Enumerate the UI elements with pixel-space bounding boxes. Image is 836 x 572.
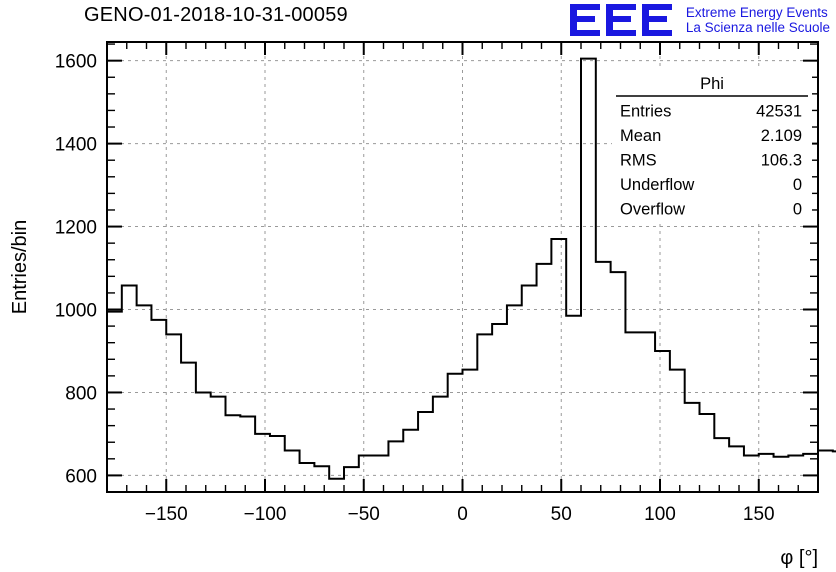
eee-logo-line1: Extreme Energy Events	[685, 4, 828, 20]
x-axis-tick-label: 150	[743, 504, 775, 525]
stats-row-value: 2.109	[761, 127, 802, 145]
eee-logo-mark-icon	[569, 4, 672, 36]
stats-row-value: 0	[793, 176, 802, 194]
eee-logo-line2: La Scienza nelle Scuole	[685, 20, 830, 35]
x-axis-tick-label: −100	[244, 504, 287, 525]
x-axis-tick-label: −150	[145, 504, 188, 525]
x-axis-tick-label: −50	[348, 504, 380, 525]
x-axis-tick-label: 0	[457, 504, 468, 525]
stats-row-value: 0	[793, 201, 802, 219]
stats-box-background	[612, 70, 812, 221]
stats-box-title: Phi	[700, 75, 724, 93]
page-title: GENO-01-2018-10-31-00059	[84, 4, 348, 26]
x-axis-tick-label: 50	[551, 504, 572, 525]
stats-row-label: Mean	[620, 127, 661, 145]
histogram-outline	[106, 57, 836, 492]
y-axis-tick-label: 1000	[55, 301, 97, 322]
stats-row-label: Overflow	[620, 201, 685, 219]
x-axis-tick-label: 100	[644, 504, 676, 525]
y-axis-tick-label: 600	[65, 466, 97, 487]
eee-logo: Extreme Energy Events La Scienza nelle S…	[569, 2, 830, 38]
y-axis-tick-label: 800	[65, 383, 97, 404]
eee-logo-text: Extreme Energy Events La Scienza nelle S…	[686, 5, 830, 35]
y-axis-title: Entries/bin	[9, 220, 31, 315]
stats-row-label: Entries	[620, 103, 671, 121]
stats-row-label: Underflow	[620, 176, 694, 194]
stats-row-value: 106.3	[761, 152, 802, 170]
x-axis-title: φ [°]	[780, 547, 818, 569]
y-axis-tick-label: 1600	[55, 52, 97, 73]
stats-row-value: 42531	[756, 103, 802, 121]
y-axis-tick-label: 1200	[55, 218, 97, 239]
y-axis-tick-label: 1400	[55, 135, 97, 156]
stats-row-label: RMS	[620, 152, 657, 170]
